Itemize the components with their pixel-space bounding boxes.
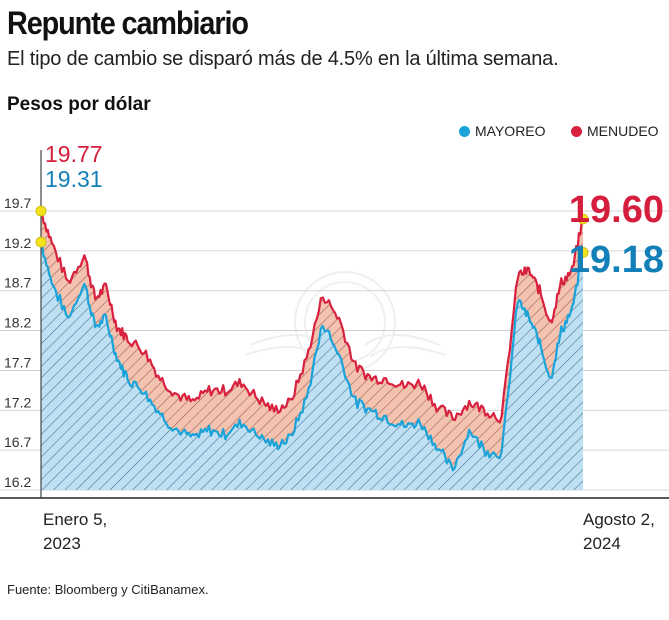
chart-title: Repunte cambiario bbox=[7, 5, 249, 41]
x-label-start-year: 2023 bbox=[43, 534, 81, 553]
series-area-mayoreo bbox=[41, 242, 583, 490]
x-label-start-date: Enero 5, bbox=[43, 510, 107, 529]
x-label-end-date: Agosto 2, bbox=[583, 510, 655, 529]
marker-end-mayoreo bbox=[577, 247, 589, 258]
y-axis-ticks: 19.7 19.2 18.7 18.2 17.7 17.2 16.7 16.2 bbox=[4, 195, 31, 490]
y-tick-label-17.7: 17.7 bbox=[4, 354, 31, 370]
end-value-menudeo: 19.60 bbox=[569, 189, 664, 231]
x-label-end-year: 2024 bbox=[583, 534, 621, 553]
y-axis-title: Pesos por dólar bbox=[7, 94, 151, 115]
y-tick-label-18.2: 18.2 bbox=[4, 315, 31, 331]
legend-item-mayoreo: MAYOREO bbox=[459, 123, 546, 139]
marker-start-menudeo bbox=[35, 205, 47, 217]
endpoint-markers bbox=[35, 205, 589, 258]
start-value-mayoreo: 19.31 bbox=[45, 166, 103, 192]
legend-dot-mayoreo-icon bbox=[459, 125, 470, 137]
end-value-mayoreo: 19.18 bbox=[569, 239, 664, 281]
series-line-menudeo bbox=[39, 210, 585, 424]
y-tick-label-16.2: 16.2 bbox=[4, 474, 31, 490]
legend-item-menudeo: MENUDEO bbox=[571, 123, 659, 139]
y-tick-label-17.2: 17.2 bbox=[4, 394, 31, 410]
y-tick-label-19.7: 19.7 bbox=[4, 195, 31, 211]
series-lines bbox=[39, 210, 585, 472]
source-note: Fuente: Bloomberg y CitiBanamex. bbox=[7, 582, 209, 597]
legend-dot-menudeo-icon bbox=[571, 125, 582, 137]
y-tick-label-19.2: 19.2 bbox=[4, 235, 31, 251]
chart-subtitle: El tipo de cambio se disparó más de 4.5%… bbox=[7, 48, 559, 70]
y-tick-label-16.7: 16.7 bbox=[4, 434, 31, 450]
series-line-mayoreo bbox=[39, 241, 585, 472]
marker-start-mayoreo bbox=[35, 236, 47, 248]
marker-end-menudeo bbox=[577, 213, 589, 225]
start-value-menudeo: 19.77 bbox=[45, 141, 103, 167]
y-tick-label-18.7: 18.7 bbox=[4, 275, 31, 291]
legend-label-mayoreo: MAYOREO bbox=[475, 123, 546, 139]
legend-label-menudeo: MENUDEO bbox=[587, 123, 659, 139]
